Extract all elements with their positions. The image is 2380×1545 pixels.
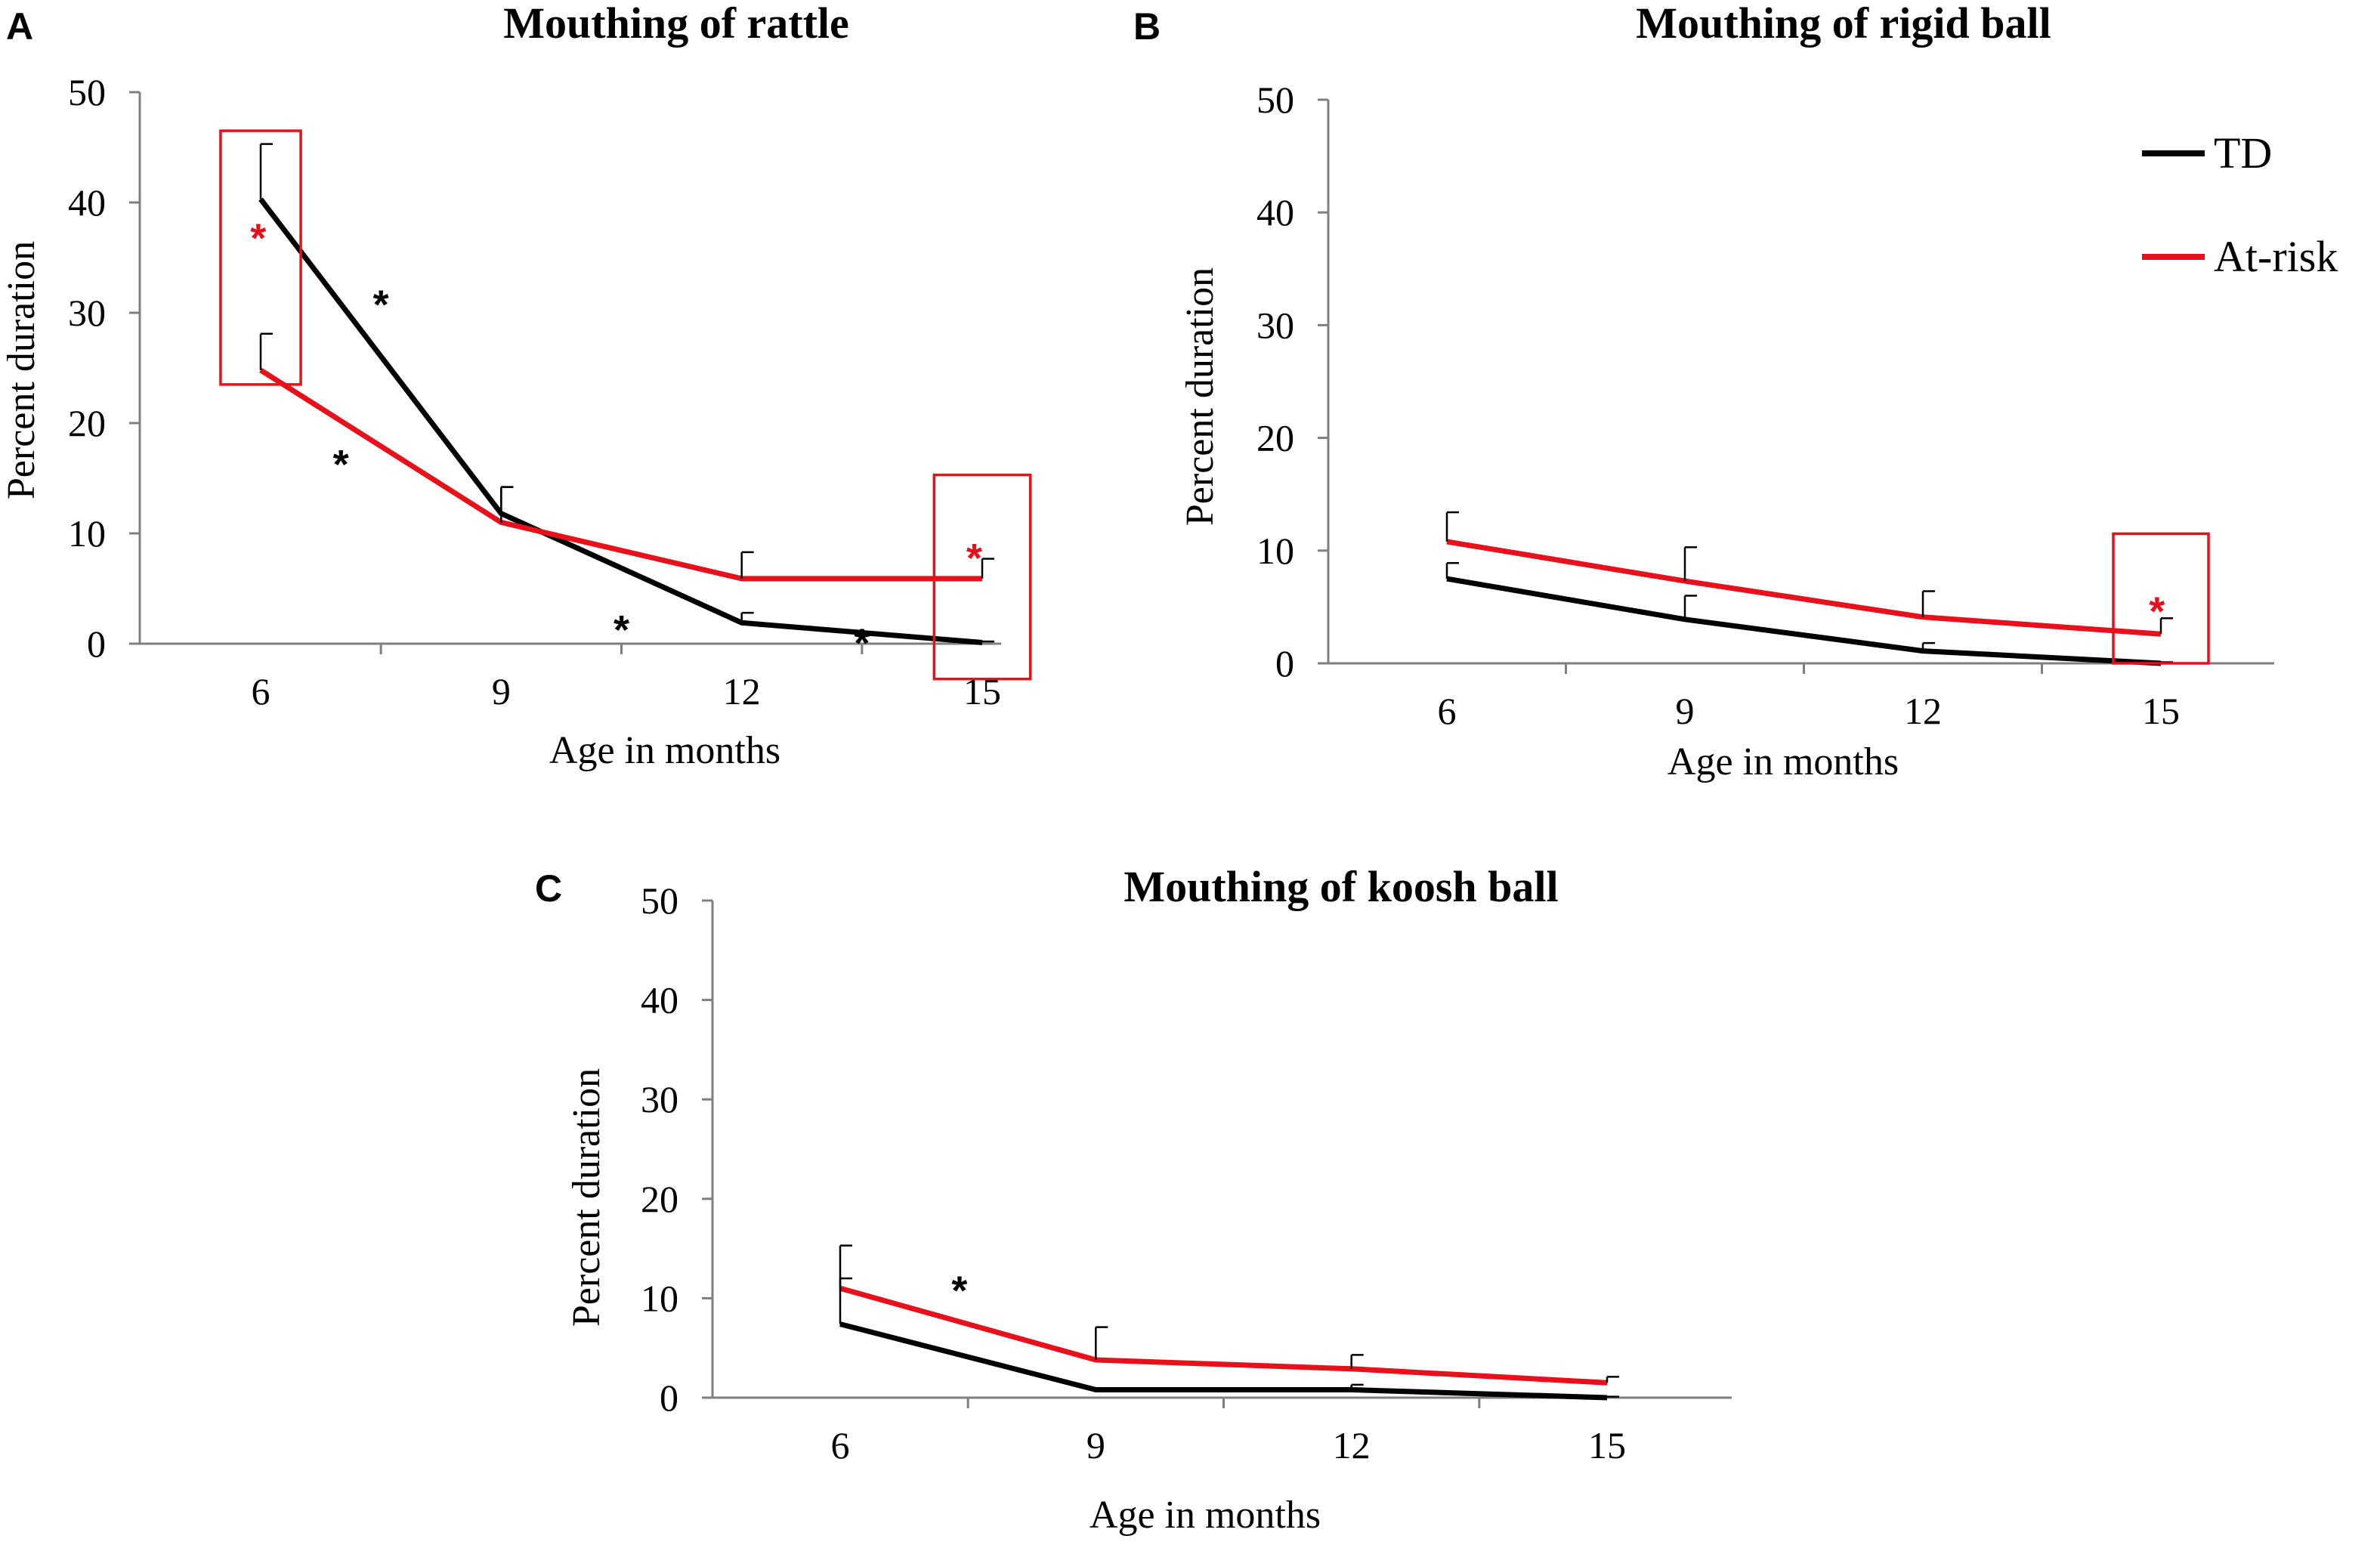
y-tick-label-20: 20 [641, 1178, 678, 1220]
y-tick-label-50: 50 [641, 879, 678, 922]
series-line-at-risk [259, 367, 982, 582]
legend-entry-td: TD [2142, 128, 2272, 178]
y-tick-label-30: 30 [1256, 304, 1294, 346]
x-tick-label-15: 15 [1588, 1424, 1626, 1466]
panel-c-chart: C Mouthing of koosh ball Age in months P… [535, 862, 1732, 1537]
y-tick-label-0: 0 [660, 1377, 678, 1419]
significance-asterisk-4: * [854, 621, 870, 666]
legend-label-td: TD [2214, 128, 2272, 178]
series-line-at-risk [839, 1285, 1608, 1386]
panel-letter: A [6, 5, 33, 48]
y-tick-label-50: 50 [68, 71, 106, 113]
significance-asterisk-5: * [250, 216, 266, 261]
x-tick-label-6: 6 [831, 1424, 850, 1466]
significance-asterisk-6: * [966, 536, 982, 581]
x-tick-label-6: 6 [252, 670, 270, 712]
y-tick-label-40: 40 [1256, 191, 1294, 233]
significance-asterisk-3: * [614, 607, 629, 653]
x-tick-label-12: 12 [1904, 690, 1942, 732]
x-tick-label-15: 15 [963, 670, 1001, 712]
x-tick-label-9: 9 [492, 670, 511, 712]
y-axis-label: Percent duration [1179, 267, 1222, 526]
x-tick-label-15: 15 [2142, 690, 2180, 732]
x-axis-label: Age in months [1090, 1494, 1321, 1537]
y-tick-label-40: 40 [641, 979, 678, 1021]
series-line-td [1446, 576, 2162, 666]
y-tick-label-30: 30 [68, 292, 106, 334]
legend-label-at-risk: At-risk [2214, 232, 2338, 281]
series-line-td [258, 197, 983, 645]
chart-title: Mouthing of rattle [503, 0, 849, 48]
significance-asterisk-1: * [333, 442, 349, 487]
chart-title: Mouthing of rigid ball [1636, 0, 2051, 48]
significance-box-1 [2112, 532, 2210, 665]
x-tick-label-9: 9 [1676, 690, 1695, 732]
panel-letter: B [1133, 5, 1161, 48]
x-tick-label-12: 12 [1333, 1424, 1371, 1466]
significance-box-1 [219, 129, 302, 386]
panel-b-chart: B Mouthing of rigid ball Age in months P… [1133, 0, 2274, 783]
y-tick-label-10: 10 [68, 512, 106, 555]
chart-title: Mouthing of koosh ball [1124, 862, 1558, 911]
x-tick-label-6: 6 [1438, 690, 1457, 732]
significance-box-2 [932, 473, 1032, 681]
y-tick-label-50: 50 [1256, 79, 1294, 121]
y-tick-label-40: 40 [68, 181, 106, 224]
series-line-td [839, 1321, 1608, 1401]
y-axis-label: Percent duration [0, 241, 43, 499]
significance-asterisk-1: * [2149, 589, 2165, 634]
y-tick-label-30: 30 [641, 1078, 678, 1120]
x-axis-label: Age in months [549, 729, 780, 772]
y-tick-label-20: 20 [1256, 417, 1294, 459]
significance-asterisk-2: * [373, 282, 389, 327]
legend-entry-at-risk: At-risk [2142, 232, 2338, 281]
y-tick-label-20: 20 [68, 402, 106, 444]
y-tick-label-0: 0 [1275, 642, 1294, 684]
y-tick-label-10: 10 [1256, 530, 1294, 572]
x-axis-label: Age in months [1668, 740, 1899, 783]
legend: TD At-risk [2142, 128, 2338, 281]
panel-letter: C [535, 867, 562, 910]
y-axis-label: Percent duration [565, 1068, 608, 1327]
series-line-at-risk [1446, 539, 2162, 637]
significance-asterisk-1: * [951, 1268, 967, 1313]
panel-a-chart: A Mouthing of rattle Age in months Perce… [0, 0, 1032, 772]
y-tick-label-0: 0 [87, 623, 106, 665]
x-tick-label-9: 9 [1086, 1424, 1105, 1466]
y-tick-label-10: 10 [641, 1277, 678, 1319]
x-tick-label-12: 12 [723, 670, 761, 712]
